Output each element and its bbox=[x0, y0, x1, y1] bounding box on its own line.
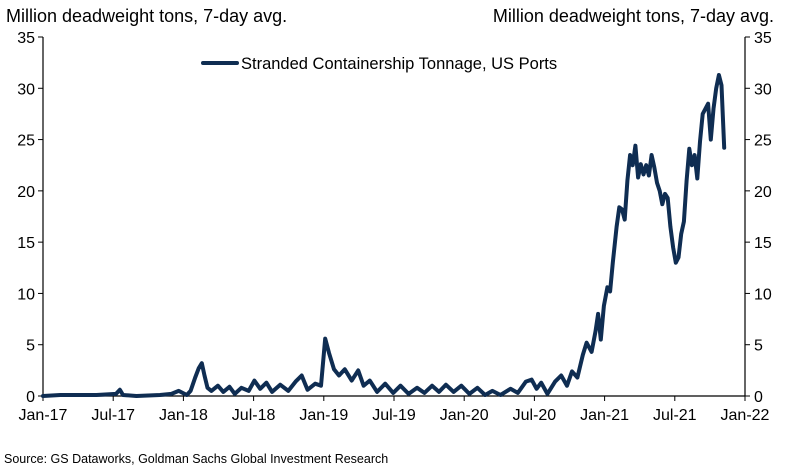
x-tick-label: Jul-19 bbox=[372, 407, 416, 424]
series-line bbox=[41, 73, 727, 398]
x-tick-label: Jul-17 bbox=[91, 407, 135, 424]
right-axis-unit-label: Million deadweight tons, 7-day avg. bbox=[492, 6, 774, 26]
x-tick-label: Jan-19 bbox=[299, 407, 348, 424]
right-y-tick-label: 20 bbox=[754, 184, 772, 201]
left-y-tick-label: 5 bbox=[26, 338, 35, 355]
x-tick-label: Jan-21 bbox=[580, 407, 629, 424]
source-note: Source: GS Dataworks, Goldman Sachs Glob… bbox=[4, 452, 389, 466]
left-y-tick-label: 20 bbox=[17, 184, 35, 201]
left-y-tick-label: 0 bbox=[26, 389, 35, 406]
x-tick-label: Jan-20 bbox=[440, 407, 489, 424]
left-y-tick-label: 10 bbox=[17, 286, 35, 303]
left-y-tick-label: 15 bbox=[17, 235, 35, 252]
chart-series bbox=[41, 73, 727, 398]
chart-legend: Stranded Containership Tonnage, US Ports bbox=[201, 55, 557, 73]
left-y-tick-label: 30 bbox=[17, 81, 35, 98]
chart-ticks: 0 0 5 5 10 10 15 15 20 20 25 25 30 30 35 35 Jan-17 Jul-17… bbox=[17, 30, 772, 424]
right-y-tick-label: 0 bbox=[754, 389, 763, 406]
left-axis-unit-label: Million deadweight tons, 7-day avg. bbox=[6, 6, 288, 26]
x-tick-label: Jan-18 bbox=[159, 407, 208, 424]
x-tick-label: Jul-20 bbox=[513, 407, 557, 424]
right-y-tick-label: 15 bbox=[754, 235, 772, 252]
x-tick-label: Jan-22 bbox=[721, 407, 770, 424]
legend-label: Stranded Containership Tonnage, US Ports bbox=[241, 55, 557, 73]
left-y-tick-label: 25 bbox=[17, 133, 35, 150]
chart-axes bbox=[42, 37, 746, 397]
right-y-tick-label: 10 bbox=[754, 286, 772, 303]
x-tick-label: Jul-18 bbox=[232, 407, 276, 424]
right-y-tick-label: 30 bbox=[754, 81, 772, 98]
right-y-tick-label: 35 bbox=[754, 30, 772, 47]
right-y-tick-label: 5 bbox=[754, 338, 763, 355]
right-y-tick-label: 25 bbox=[754, 133, 772, 150]
x-tick-label: Jul-21 bbox=[653, 407, 697, 424]
left-y-tick-label: 35 bbox=[17, 30, 35, 47]
x-tick-label: Jan-17 bbox=[19, 407, 68, 424]
